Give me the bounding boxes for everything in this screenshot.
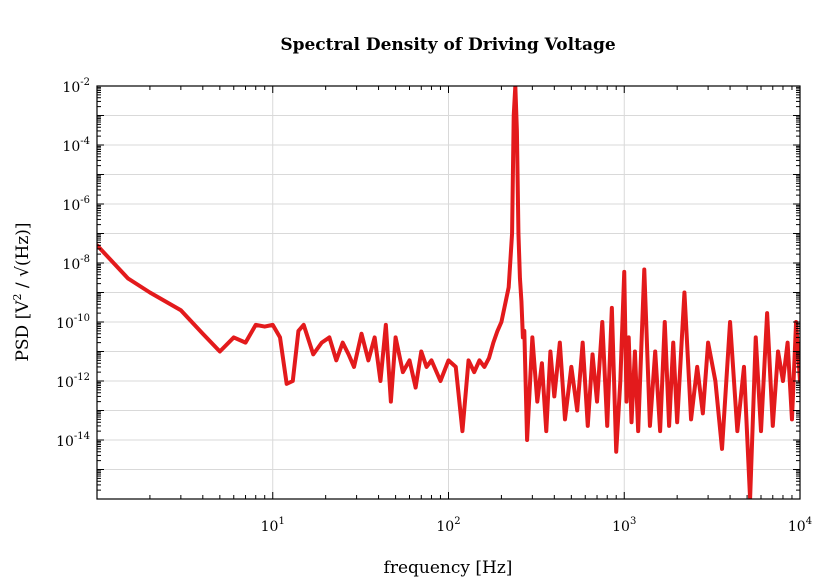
x-axis-label: frequency [Hz]: [384, 558, 513, 578]
y-tick-label: 10-8: [62, 254, 90, 273]
y-tick-label: 10-6: [62, 195, 90, 214]
y-tick-label: 10-12: [56, 372, 90, 391]
tick-labels: 101 102 103 104 10-2 10-4 10-6 10-8 10-10 10-12 10…: [56, 77, 812, 535]
psd-series-line: [97, 86, 800, 499]
x-tick-label: 103: [612, 516, 636, 535]
grid-lines: [96, 86, 800, 500]
y-tick-label: 10-2: [62, 77, 90, 96]
x-tick-label: 102: [436, 516, 460, 535]
y-tick-label: 10-4: [62, 136, 90, 155]
y-tick-label: 10-14: [56, 431, 90, 450]
x-tick-label: 104: [788, 516, 812, 535]
x-tick-label: 101: [261, 516, 285, 535]
axis-ticks: [96, 86, 800, 500]
y-axis-label: PSD [V2 / √(Hz)]: [11, 222, 33, 361]
y-tick-label: 10-10: [56, 313, 90, 332]
series-group: [97, 86, 800, 499]
chart-title: Spectral Density of Driving Voltage: [280, 35, 616, 55]
